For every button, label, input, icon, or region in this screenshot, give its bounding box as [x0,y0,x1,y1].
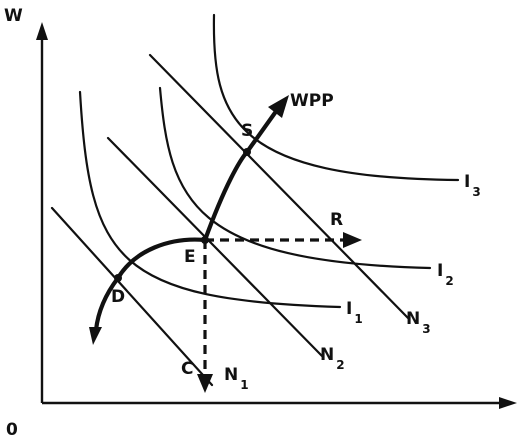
indifference-curve-i2 [158,86,432,270]
label-i2-letter: I [437,261,443,281]
point-e-label: E [184,247,196,267]
curve-e-to-d [115,237,208,281]
label-i3-sub: 3 [472,185,480,199]
point-d-label: D [111,287,125,307]
budget-line-n1 [50,206,214,387]
y-axis-label: W [4,6,23,26]
point-r-label: R [330,210,343,230]
point-e-dot [201,236,209,244]
point-s-dot [243,148,251,156]
label-i1-sub: 1 [354,312,362,326]
label-n3-sub: 3 [422,322,430,336]
budget-line-n2 [106,136,324,358]
label-n2-sub: 2 [336,358,344,372]
indifference-curve-i1 [78,90,342,309]
y-axis-arrowhead [36,22,48,40]
origin-label: 0 [6,420,18,440]
point-d-dot [114,274,122,282]
curve-below-d [93,275,121,333]
point-c-label: C [181,359,193,379]
dashed-arrow-r-head [343,232,362,248]
dashed-arrow-c-head [197,374,213,393]
label-i1-letter: I [346,299,352,319]
point-s-label: S [241,121,253,141]
wpp-arrowhead [268,95,289,118]
label-n3-letter: N [406,309,420,329]
budget-line-n3 [148,53,410,320]
label-n1-letter: N [224,365,238,385]
wpp-label: WPP [290,91,334,111]
label-n2-letter: N [320,345,334,365]
label-n1-sub: 1 [240,378,248,392]
x-axis-arrowhead [499,397,517,409]
label-i3-letter: I [464,172,470,192]
indifference-curve-i3 [212,13,460,182]
label-i2-sub: 2 [445,274,453,288]
curve-below-d-arrowhead [89,327,102,345]
